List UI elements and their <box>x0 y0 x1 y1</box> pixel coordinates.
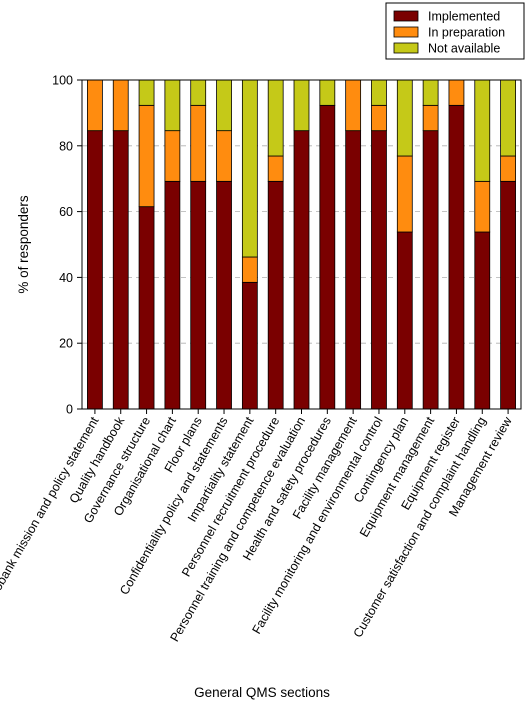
x-axis: Biobank mission and policy statementQual… <box>0 409 515 644</box>
bar-segment-not-available <box>396 79 413 157</box>
bar-segment-implemented <box>267 180 284 410</box>
y-axis: 0 20 40 60 80 100 <box>52 74 82 417</box>
bar-segment-in-preparation <box>396 155 413 233</box>
bar-segment-in-preparation <box>345 79 362 132</box>
y-axis-label: % of responders <box>16 195 31 294</box>
legend-label: In preparation <box>428 26 505 40</box>
legend-swatch <box>393 10 419 22</box>
bars <box>87 79 516 410</box>
bar-segment-in-preparation <box>371 104 387 132</box>
bar-segment-implemented <box>474 231 491 410</box>
y-tick-label: 20 <box>59 337 73 351</box>
bar-segment-not-available <box>216 79 232 132</box>
bar-segment-not-available <box>319 79 336 106</box>
bar-segment-implemented <box>241 281 258 410</box>
bar-segment-not-available <box>138 79 155 106</box>
bar-segment-implemented <box>216 180 232 410</box>
y-tick-label: 60 <box>59 205 73 219</box>
y-tick-label: 100 <box>52 74 73 88</box>
bar-segment-implemented <box>138 206 155 410</box>
bar-segment-in-preparation <box>422 104 439 132</box>
legend-label: Implemented <box>428 10 500 24</box>
bar-segment-implemented <box>112 130 129 410</box>
bar-segment-not-available <box>267 79 284 157</box>
bar-segment-implemented <box>164 180 181 410</box>
bar-segment-implemented <box>396 231 413 410</box>
bar-segment-in-preparation <box>216 130 232 182</box>
bar-segment-implemented <box>87 130 103 410</box>
bar-segment-not-available <box>241 79 258 258</box>
x-axis-label: General QMS sections <box>194 685 330 700</box>
bar-segment-not-available <box>422 79 439 106</box>
bar-segment-in-preparation <box>190 104 207 182</box>
bar-segment-in-preparation <box>138 104 155 208</box>
bar-segment-in-preparation <box>448 79 465 106</box>
legend: Implemented In preparation Not available <box>385 2 525 60</box>
legend-swatch <box>393 42 419 54</box>
bar-segment-implemented <box>448 104 465 410</box>
bar-segment-not-available <box>164 79 181 132</box>
bar-segment-not-available <box>371 79 387 106</box>
bar-segment-in-preparation <box>87 79 103 132</box>
bar-segment-implemented <box>293 130 310 410</box>
y-tick-label: 80 <box>59 139 73 153</box>
bar-segment-implemented <box>422 130 439 410</box>
bar-segment-not-available <box>190 79 207 106</box>
bar-segment-implemented <box>345 130 362 410</box>
legend-label: Not available <box>428 42 500 56</box>
bar-segment-implemented <box>371 130 387 410</box>
bar-segment-in-preparation <box>500 155 516 182</box>
y-tick-label: 0 <box>66 403 73 417</box>
bar-segment-in-preparation <box>112 79 129 132</box>
bar-segment-not-available <box>293 79 310 132</box>
bar-segment-implemented <box>319 104 336 410</box>
bar-segment-in-preparation <box>164 130 181 182</box>
bar-segment-in-preparation <box>267 155 284 182</box>
bar-segment-implemented <box>500 180 516 410</box>
y-tick-label: 40 <box>59 271 73 285</box>
bar-segment-in-preparation <box>474 180 491 233</box>
bar-segment-not-available <box>500 79 516 157</box>
legend-swatch <box>393 26 419 38</box>
bar-segment-not-available <box>474 79 491 182</box>
bar-segment-implemented <box>190 180 207 410</box>
bar-segment-in-preparation <box>241 256 258 283</box>
